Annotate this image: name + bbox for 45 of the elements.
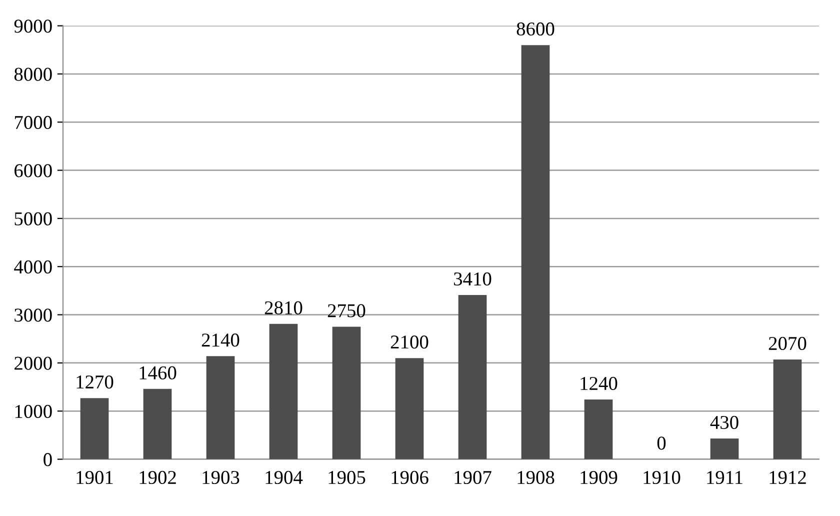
x-tick-label: 1901 bbox=[76, 470, 113, 484]
x-tick-label: 1904 bbox=[266, 470, 303, 484]
data-label: 2140 bbox=[202, 334, 240, 347]
x-tick-label: 1906 bbox=[392, 470, 428, 484]
bar bbox=[80, 398, 109, 460]
x-tick-label: 1907 bbox=[454, 470, 492, 484]
bar bbox=[269, 324, 298, 460]
y-tick-label: 2000 bbox=[14, 356, 52, 370]
bar bbox=[710, 438, 739, 460]
x-tick-label: 1910 bbox=[644, 470, 680, 484]
data-label: 1240 bbox=[580, 376, 618, 390]
y-tick-label: 8000 bbox=[14, 68, 52, 81]
x-tick-label: 1911 bbox=[707, 470, 742, 484]
bar bbox=[521, 45, 550, 460]
bar bbox=[206, 356, 235, 460]
data-label: 2810 bbox=[264, 301, 302, 314]
x-tick-label: 1903 bbox=[202, 470, 240, 484]
y-tick-label: 6000 bbox=[14, 164, 52, 178]
data-label: 1270 bbox=[76, 375, 114, 389]
x-tick-label: 1902 bbox=[140, 470, 176, 484]
x-tick-label: 1912 bbox=[770, 470, 806, 484]
y-tick-label: 5000 bbox=[14, 212, 52, 226]
y-tick-label: 7000 bbox=[14, 116, 52, 130]
y-tick-label: 1000 bbox=[15, 404, 52, 418]
bar bbox=[143, 388, 172, 460]
x-tick-label: 1909 bbox=[580, 470, 618, 484]
bar bbox=[773, 360, 802, 460]
bar bbox=[458, 295, 487, 460]
data-label: 0 bbox=[657, 436, 666, 450]
data-label: 3410 bbox=[454, 272, 492, 286]
y-tick-label: 0 bbox=[44, 453, 52, 466]
bar bbox=[584, 400, 613, 460]
y-tick-label: 4000 bbox=[14, 260, 52, 274]
y-tick-label: 9000 bbox=[14, 20, 52, 33]
bar bbox=[332, 326, 361, 460]
bar bbox=[395, 358, 424, 460]
x-tick-label: 1908 bbox=[518, 470, 554, 484]
x-tick-label: 1905 bbox=[328, 470, 366, 484]
y-tick-label: 3000 bbox=[14, 308, 52, 322]
data-label: 2100 bbox=[390, 335, 428, 349]
data-label: 8600 bbox=[516, 22, 554, 36]
data-label: 1460 bbox=[140, 366, 176, 380]
data-label: 2070 bbox=[768, 336, 806, 350]
data-label: 2750 bbox=[328, 304, 366, 318]
data-label: 430 bbox=[710, 416, 738, 430]
